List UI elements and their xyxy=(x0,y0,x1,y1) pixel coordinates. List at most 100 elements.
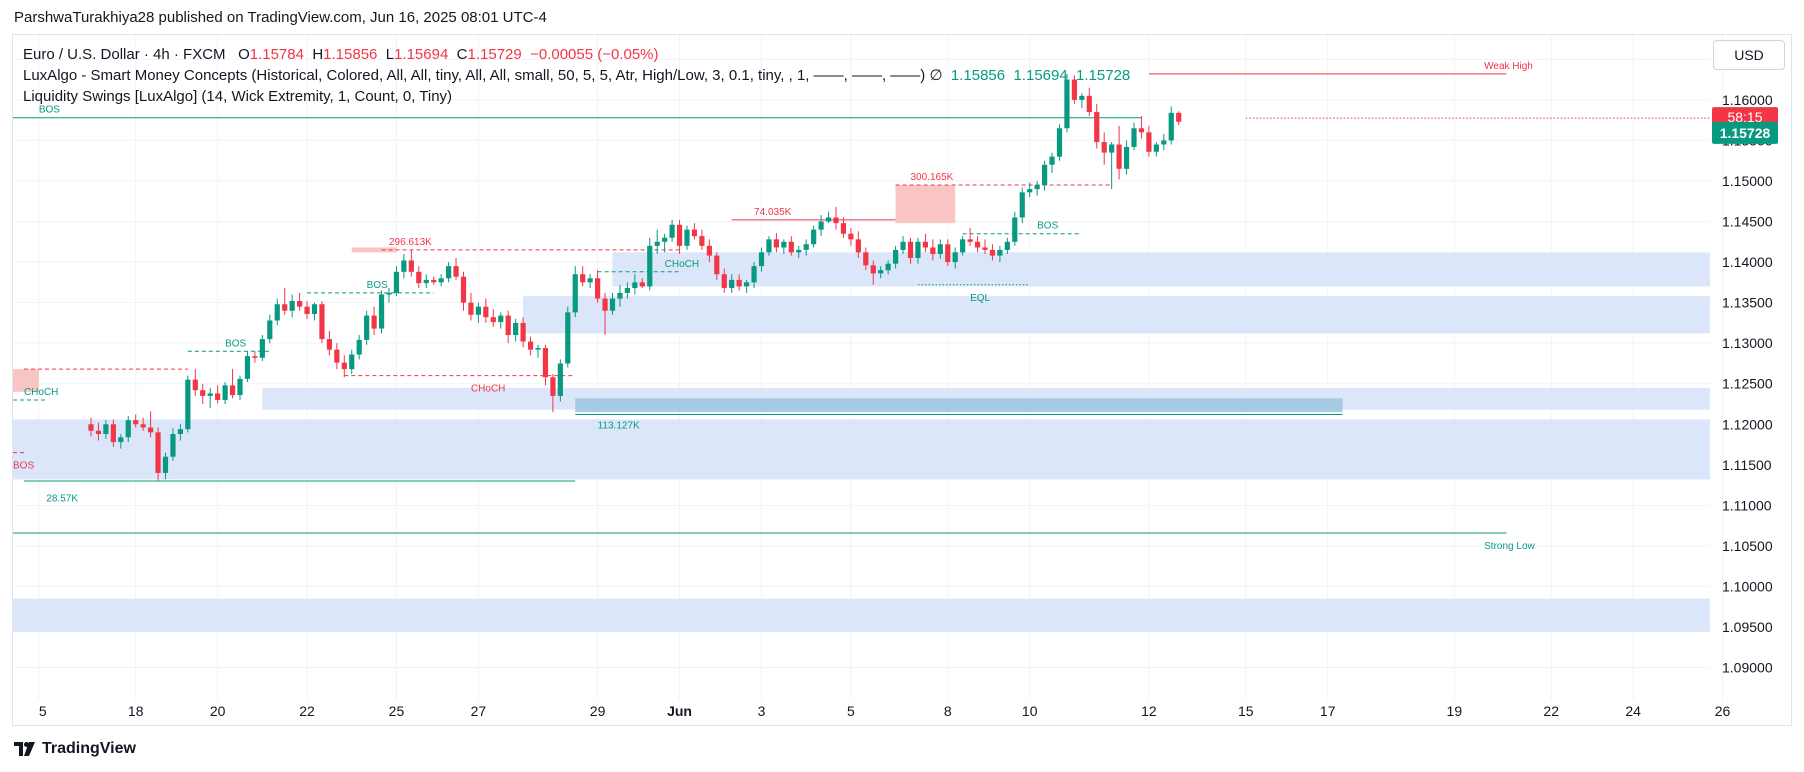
last-price-label: 1.15728 xyxy=(1720,125,1771,141)
structure-label: CHoCH xyxy=(471,384,505,395)
x-tick-label: 20 xyxy=(210,703,226,719)
candle-body xyxy=(572,274,578,313)
x-tick-label: 3 xyxy=(758,703,766,719)
candle-body xyxy=(848,233,854,240)
demand-zone xyxy=(612,252,1710,287)
candle-body xyxy=(311,304,318,314)
candle-body xyxy=(386,292,392,295)
liquidity-zone xyxy=(575,398,1343,413)
candle-body xyxy=(706,245,712,256)
candle-body xyxy=(833,217,839,224)
structure-label: BOS xyxy=(225,338,246,349)
candle-body xyxy=(252,356,258,358)
candle-body xyxy=(952,252,958,263)
candle-body xyxy=(863,252,869,266)
volume-label: 113.127K xyxy=(598,420,640,431)
candle-body xyxy=(192,379,198,391)
candle-body xyxy=(1042,164,1048,186)
tradingview-logo-icon xyxy=(14,742,35,756)
x-tick-label: 22 xyxy=(1543,703,1559,719)
legend-symbol[interactable]: Euro / U.S. Dollar · 4h · FXCM xyxy=(23,46,226,63)
candle-body xyxy=(796,249,802,253)
y-tick-label: 1.14500 xyxy=(1722,214,1773,230)
x-tick-label: 8 xyxy=(944,703,952,719)
candle-body xyxy=(438,278,444,283)
candle-body xyxy=(893,249,899,264)
candle-body xyxy=(676,224,683,246)
indicator-smc-symbol: ∅ xyxy=(929,67,943,84)
candle-body xyxy=(557,363,563,396)
candle-body xyxy=(609,298,616,311)
candle-body xyxy=(974,241,981,248)
candle-body xyxy=(177,429,183,434)
candle-body xyxy=(1161,140,1167,145)
y-tick-label: 1.10500 xyxy=(1722,538,1773,554)
candle-body xyxy=(222,385,228,400)
candle-body xyxy=(483,306,489,318)
candle-body xyxy=(349,354,355,370)
candle-body xyxy=(1116,144,1122,169)
structure-label: BOS xyxy=(1037,221,1058,232)
candle-body xyxy=(475,306,481,315)
candle-body xyxy=(341,362,347,370)
candle-body xyxy=(1034,185,1040,190)
candle-body xyxy=(110,424,116,443)
candle-body xyxy=(751,266,757,283)
x-tick-label: 19 xyxy=(1447,703,1463,719)
y-tick-label: 1.15000 xyxy=(1722,173,1773,189)
legend-high-label: H xyxy=(312,46,324,63)
candle-body xyxy=(185,379,191,430)
currency-button[interactable]: USD xyxy=(1713,40,1785,70)
candle-body xyxy=(88,424,94,431)
legend-close: 1.15729 xyxy=(467,46,522,63)
candle-body xyxy=(244,356,251,379)
countdown-timer: 58:15 xyxy=(1727,109,1762,125)
x-tick-label: 10 xyxy=(1022,703,1038,719)
candle-body xyxy=(825,217,832,222)
candle-body xyxy=(1004,241,1010,250)
candle-body xyxy=(513,322,519,336)
candle-body xyxy=(446,266,452,279)
x-tick-label: 17 xyxy=(1320,703,1336,719)
candle-body xyxy=(282,304,288,311)
candle-body xyxy=(267,320,273,340)
legend-indicator-liquidity[interactable]: Liquidity Swings [LuxAlgo] (14, Wick Ext… xyxy=(23,86,1130,107)
legend-indicator-smc[interactable]: LuxAlgo - Smart Money Concepts (Historic… xyxy=(23,65,1130,86)
structure-label: 296.613K xyxy=(389,237,432,248)
structure-label: Weak High xyxy=(1484,61,1533,72)
candle-body xyxy=(699,236,705,246)
candle-body xyxy=(393,271,400,293)
candle-body xyxy=(1131,128,1137,147)
candle-body xyxy=(617,292,623,299)
x-tick-label: Jun xyxy=(667,703,692,719)
candle-body xyxy=(662,237,668,242)
candle-body xyxy=(297,301,303,307)
candle-body xyxy=(654,241,660,246)
publisher-caption: ParshwaTurakhiya28 published on TradingV… xyxy=(14,9,547,26)
indicator-smc-value: 1.15856 xyxy=(950,67,1006,84)
x-tick-label: 5 xyxy=(847,703,855,719)
candle-body xyxy=(729,279,735,289)
candle-body xyxy=(1079,95,1085,100)
y-tick-label: 1.11000 xyxy=(1722,497,1772,513)
candle-body xyxy=(960,239,966,253)
candle-body xyxy=(498,315,504,323)
candle-body xyxy=(1049,156,1055,165)
candle-body xyxy=(922,241,928,248)
candle-body xyxy=(162,456,169,473)
indicator-smc-name: LuxAlgo - Smart Money Concepts (Historic… xyxy=(23,67,926,84)
candle-body xyxy=(133,420,139,425)
supply-zone xyxy=(13,369,39,392)
structure-label: 300.165K xyxy=(911,172,954,183)
candle-body xyxy=(788,241,794,253)
candle-body xyxy=(319,304,325,340)
candle-body xyxy=(669,224,675,238)
candle-body xyxy=(684,229,690,246)
x-tick-label: 25 xyxy=(389,703,405,719)
legend-open-label: O xyxy=(238,46,250,63)
x-tick-label: 5 xyxy=(39,703,47,719)
tradingview-logo[interactable]: TradingView xyxy=(14,740,136,758)
candle-body xyxy=(818,221,824,230)
candle-body xyxy=(721,274,727,289)
